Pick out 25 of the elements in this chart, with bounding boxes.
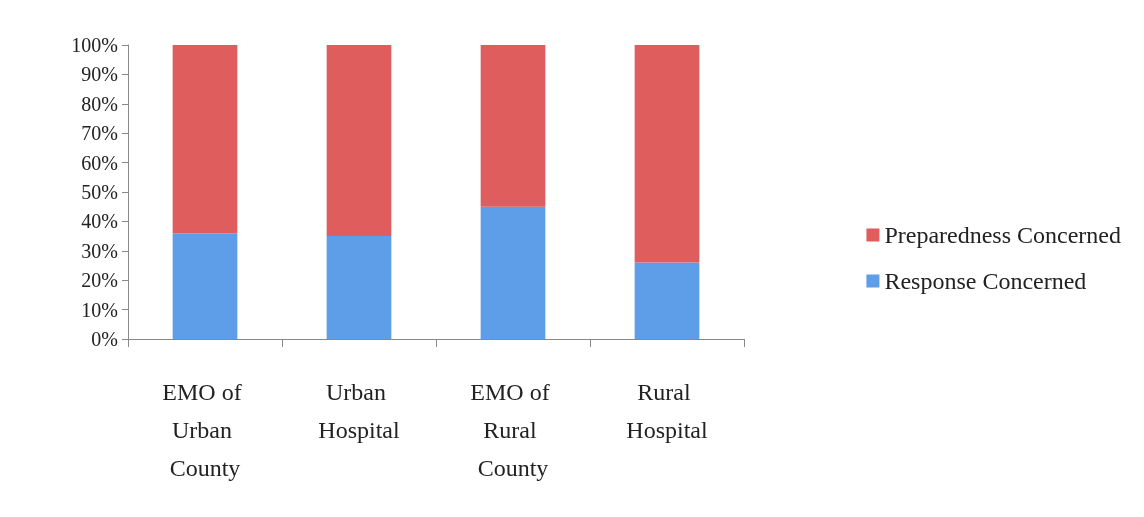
- bar: [326, 45, 392, 237]
- y-tick-label: 90%: [81, 63, 118, 86]
- bar: [634, 262, 700, 339]
- y-tick-label: 60%: [81, 151, 118, 174]
- y-tick-label: 20%: [81, 269, 118, 292]
- y-tick-label: 50%: [81, 181, 118, 203]
- bar: [172, 45, 238, 234]
- x-tick-label: Urban Hospital: [318, 379, 400, 443]
- y-tick-label: 30%: [81, 239, 118, 262]
- legend-label: Response Concerned: [884, 268, 1087, 294]
- x-tick-label: EMO of Rural County: [470, 379, 556, 481]
- bar: [634, 45, 700, 263]
- y-tick-label: 70%: [81, 122, 118, 145]
- bar: [172, 233, 238, 339]
- bar: [480, 206, 546, 339]
- x-tick-label: EMO of Urban County: [162, 379, 248, 481]
- y-tick-label: 40%: [81, 210, 118, 233]
- legend-label: Preparedness Concerned: [884, 222, 1121, 248]
- bar: [480, 45, 546, 207]
- bar: [326, 236, 392, 339]
- x-tick-label: Rural Hospital: [626, 379, 708, 443]
- y-tick-label: 80%: [81, 92, 118, 115]
- y-tick-label: 0%: [91, 328, 118, 350]
- y-tick-label: 100%: [71, 34, 118, 56]
- y-tick-label: 10%: [81, 298, 118, 321]
